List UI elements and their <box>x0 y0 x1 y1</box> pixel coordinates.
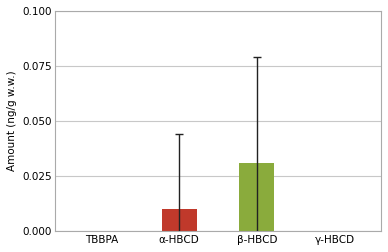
Y-axis label: Amount (ng/g w.w.): Amount (ng/g w.w.) <box>7 71 17 171</box>
Bar <box>162 209 197 231</box>
Bar <box>239 163 274 231</box>
